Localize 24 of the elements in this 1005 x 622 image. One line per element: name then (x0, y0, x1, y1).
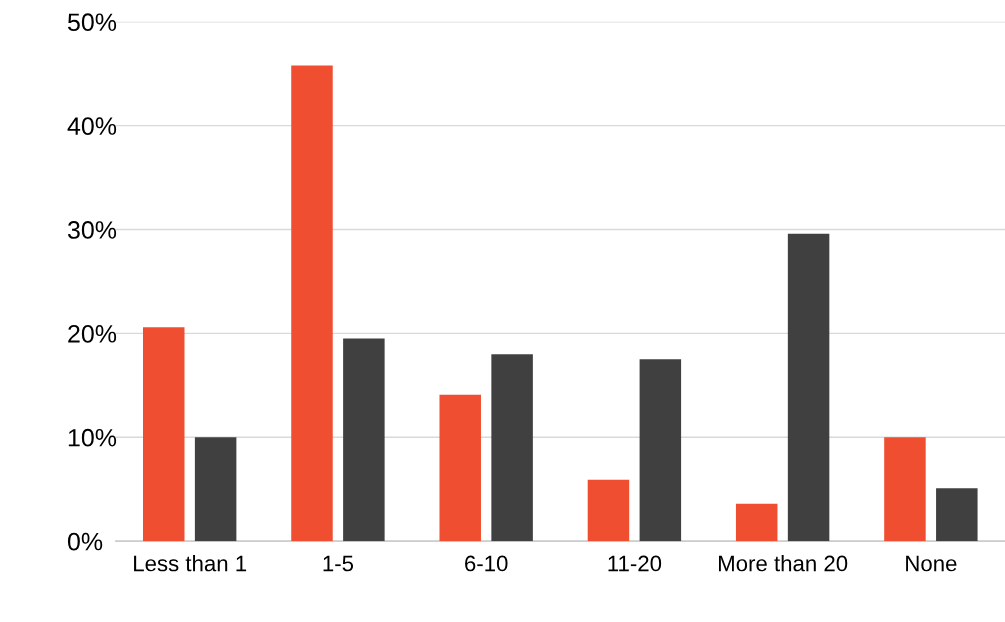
x-tick-label: 11-20 (608, 555, 662, 572)
y-tick-label: 0% (67, 532, 103, 551)
bar (491, 354, 533, 542)
x-tick-label: Less than 1 (134, 555, 247, 572)
bar (936, 488, 978, 542)
x-tick-label: More than 20 (719, 555, 848, 572)
bar (587, 479, 630, 542)
y-tick-label: 20% (68, 324, 117, 343)
y-tick-label: 50% (67, 13, 117, 32)
x-tick-label: None (906, 555, 957, 572)
bar (639, 359, 682, 542)
bar (735, 503, 778, 542)
x-tick-label: 1-5 (323, 555, 354, 572)
x-tick-label: 6-10 (465, 555, 508, 572)
bar (291, 65, 333, 542)
y-tick-label: 40% (67, 117, 117, 135)
bar (787, 233, 830, 542)
y-tick-label: 30% (67, 221, 117, 239)
y-tick-label: 10% (68, 428, 117, 447)
bar (439, 394, 481, 542)
bar (884, 437, 926, 542)
bar (343, 338, 385, 542)
bar (143, 327, 185, 542)
bar (194, 437, 237, 542)
